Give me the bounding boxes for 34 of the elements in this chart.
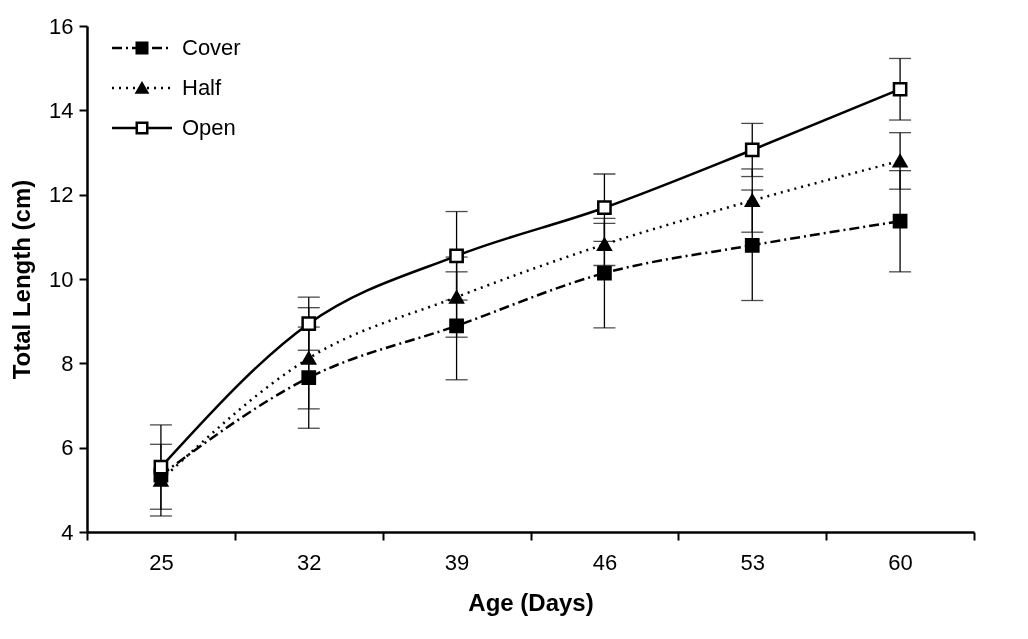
x-axis-title: Age (Days): [468, 588, 594, 616]
y-tick-label: 14: [49, 97, 74, 123]
x-tick-label: 32: [297, 549, 322, 575]
x-tick-label: 46: [592, 549, 618, 575]
point: [597, 200, 612, 216]
y-tick-label: 4: [61, 519, 74, 545]
x-tick-label: 25: [149, 549, 174, 575]
point: [892, 154, 908, 168]
legend-label: Open: [182, 115, 236, 140]
point: [597, 237, 612, 251]
point: [892, 213, 908, 229]
legend-label: Cover: [182, 35, 241, 60]
point: [744, 237, 760, 253]
point: [449, 248, 464, 264]
x-tick-label: 60: [888, 549, 913, 575]
legend-label: Half: [182, 75, 223, 100]
point: [301, 370, 317, 386]
point: [301, 351, 317, 365]
point: [301, 316, 317, 332]
y-tick-label: 8: [61, 350, 74, 376]
x-tick-label: 39: [444, 549, 470, 575]
y-axis-title: Total Length (cm): [8, 179, 36, 380]
point: [449, 290, 464, 304]
y-tick-label: 12: [49, 182, 74, 208]
y-tick-label: 6: [61, 435, 74, 461]
point: [597, 265, 612, 281]
point: [153, 459, 169, 475]
y-tick-label: 10: [49, 266, 74, 292]
point: [744, 194, 760, 208]
y-tick-label: 16: [49, 13, 74, 39]
point: [892, 81, 908, 97]
x-tick-label: 53: [740, 549, 765, 575]
point: [744, 142, 760, 158]
point: [449, 318, 464, 334]
